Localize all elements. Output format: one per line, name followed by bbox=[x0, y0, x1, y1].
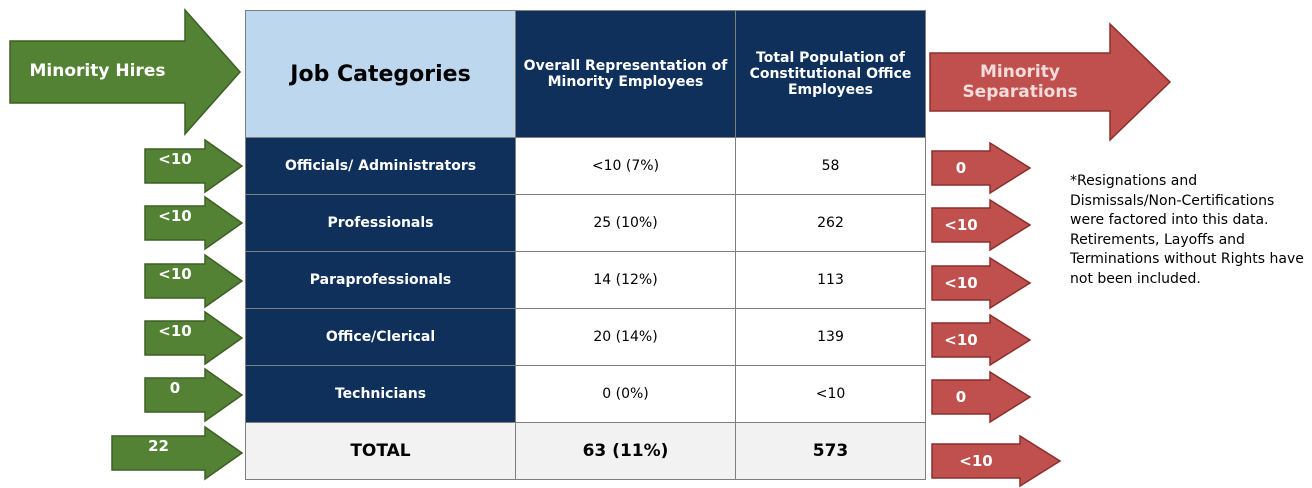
table-cell: 20 (14%) bbox=[515, 308, 736, 366]
table-row: Officials/ Administrators <10 (7%) 58 bbox=[245, 137, 926, 195]
note: *Resignations and Dismissals/Non-Certifi… bbox=[1070, 173, 1304, 287]
hire-arrow bbox=[144, 310, 244, 366]
separation-arrow bbox=[931, 198, 1032, 252]
table-cell: 25 (10%) bbox=[515, 194, 736, 252]
table-cell: Professionals bbox=[245, 194, 516, 252]
arrow-label: 0 bbox=[955, 159, 967, 177]
table-row: Office/Clerical 20 (14%) 139 bbox=[245, 308, 926, 366]
separation-arrow bbox=[931, 370, 1032, 424]
separations-arrow bbox=[929, 22, 1172, 142]
table-cell: 63 (11%) bbox=[515, 422, 736, 480]
table-cell: 573 bbox=[735, 422, 926, 480]
table-cell: Technicians bbox=[245, 365, 516, 423]
table-cell: 113 bbox=[735, 251, 926, 309]
arrow-label: 0 bbox=[169, 379, 181, 397]
table-cell: Officials/ Administrators bbox=[245, 137, 516, 195]
arrow-label: <10 bbox=[944, 331, 978, 349]
header-cell: Overall Representation of Minority Emplo… bbox=[515, 10, 736, 138]
table-cell: 262 bbox=[735, 194, 926, 252]
table-cell: Paraprofessionals bbox=[245, 251, 516, 309]
arrow-label: <10 bbox=[944, 274, 978, 292]
hire-arrow bbox=[144, 195, 244, 251]
hire-arrow bbox=[144, 253, 244, 309]
table-cell: 0 (0%) bbox=[515, 365, 736, 423]
arrow-label: <10 bbox=[158, 265, 192, 283]
arrow-label: 0 bbox=[955, 388, 967, 406]
table-cell: <10 (7%) bbox=[515, 137, 736, 195]
table: Job Categories Overall Representation of… bbox=[245, 10, 926, 480]
table-cell: 58 bbox=[735, 137, 926, 195]
table-cell: <10 bbox=[735, 365, 926, 423]
separation-arrow bbox=[931, 141, 1032, 195]
table-cell: 139 bbox=[735, 308, 926, 366]
header-cell: Job Categories bbox=[245, 10, 516, 138]
hire-arrow bbox=[111, 425, 244, 481]
arrow-label: Minority Hires bbox=[29, 60, 166, 81]
arrow-label: <10 bbox=[959, 452, 993, 470]
table-cell: 14 (12%) bbox=[515, 251, 736, 309]
hire-arrow bbox=[144, 367, 244, 423]
table-row: TOTAL 63 (11%) 573 bbox=[245, 422, 926, 480]
table-cell: TOTAL bbox=[245, 422, 516, 480]
arrow-label: <10 bbox=[944, 216, 978, 234]
arrow-label: 22 bbox=[148, 437, 169, 455]
hire-arrow bbox=[144, 138, 244, 194]
separation-arrow bbox=[931, 256, 1032, 310]
table-row: Technicians 0 (0%) <10 bbox=[245, 365, 926, 423]
header-cell: Total Population of Constitutional Offic… bbox=[735, 10, 926, 138]
hires-arrow bbox=[9, 8, 242, 136]
separation-arrow bbox=[931, 434, 1062, 488]
arrow-label: <10 bbox=[158, 322, 192, 340]
table-cell: Office/Clerical bbox=[245, 308, 516, 366]
arrow-label: <10 bbox=[158, 150, 192, 168]
arrow-label: Minority Separations bbox=[962, 61, 1078, 102]
separation-arrow bbox=[931, 313, 1032, 367]
table-row: Paraprofessionals 14 (12%) 113 bbox=[245, 251, 926, 309]
arrow-label: <10 bbox=[158, 207, 192, 225]
table-row: Professionals 25 (10%) 262 bbox=[245, 194, 926, 252]
